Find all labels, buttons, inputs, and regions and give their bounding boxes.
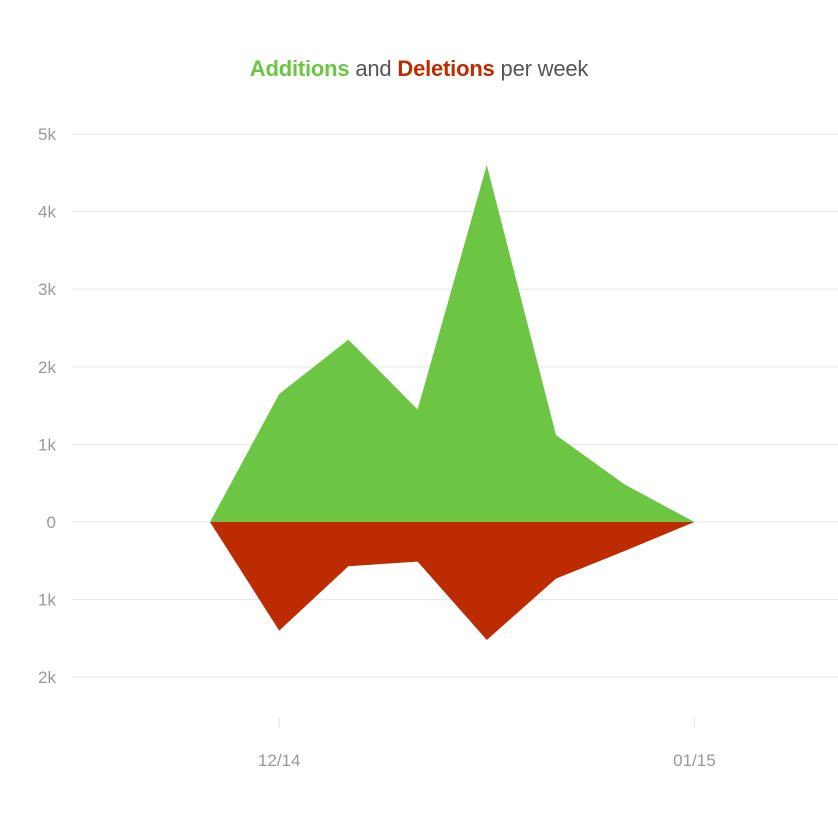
y-tick-label: 0 [47,513,56,532]
x-tick-label: 12/14 [258,751,301,770]
deletions-point [208,520,212,524]
y-tick-label: 2k [38,668,56,687]
y-tick-label: 2k [38,358,56,377]
y-tick-label: 5k [38,125,56,144]
deletions-point [623,549,627,553]
additions-point [554,433,558,437]
title-joiner: and [355,56,392,81]
additions-point [346,338,350,342]
deletions-point [762,520,766,524]
deletions-point [554,577,558,581]
y-tick-label: 1k [38,435,56,454]
additions-point [416,407,420,411]
y-tick-label: 1k [38,591,56,610]
y-tick-label: 3k [38,280,56,299]
additions-point [485,163,489,167]
additions-area [210,165,764,523]
deletions-area [210,522,764,640]
chart-title: Additions and Deletions per week [0,56,838,82]
deletions-point [692,520,696,524]
deletions-point [277,629,281,633]
x-tick-label: 01/15 [673,751,716,770]
title-additions: Additions [249,56,350,81]
y-tick-label: 4k [38,203,56,222]
deletions-point [346,564,350,568]
deletions-point [416,560,420,564]
deletions-point [485,638,489,642]
title-deletions: Deletions [397,56,495,81]
title-suffix: per week [500,56,589,81]
additions-point [277,392,281,396]
additions-point [623,483,627,487]
